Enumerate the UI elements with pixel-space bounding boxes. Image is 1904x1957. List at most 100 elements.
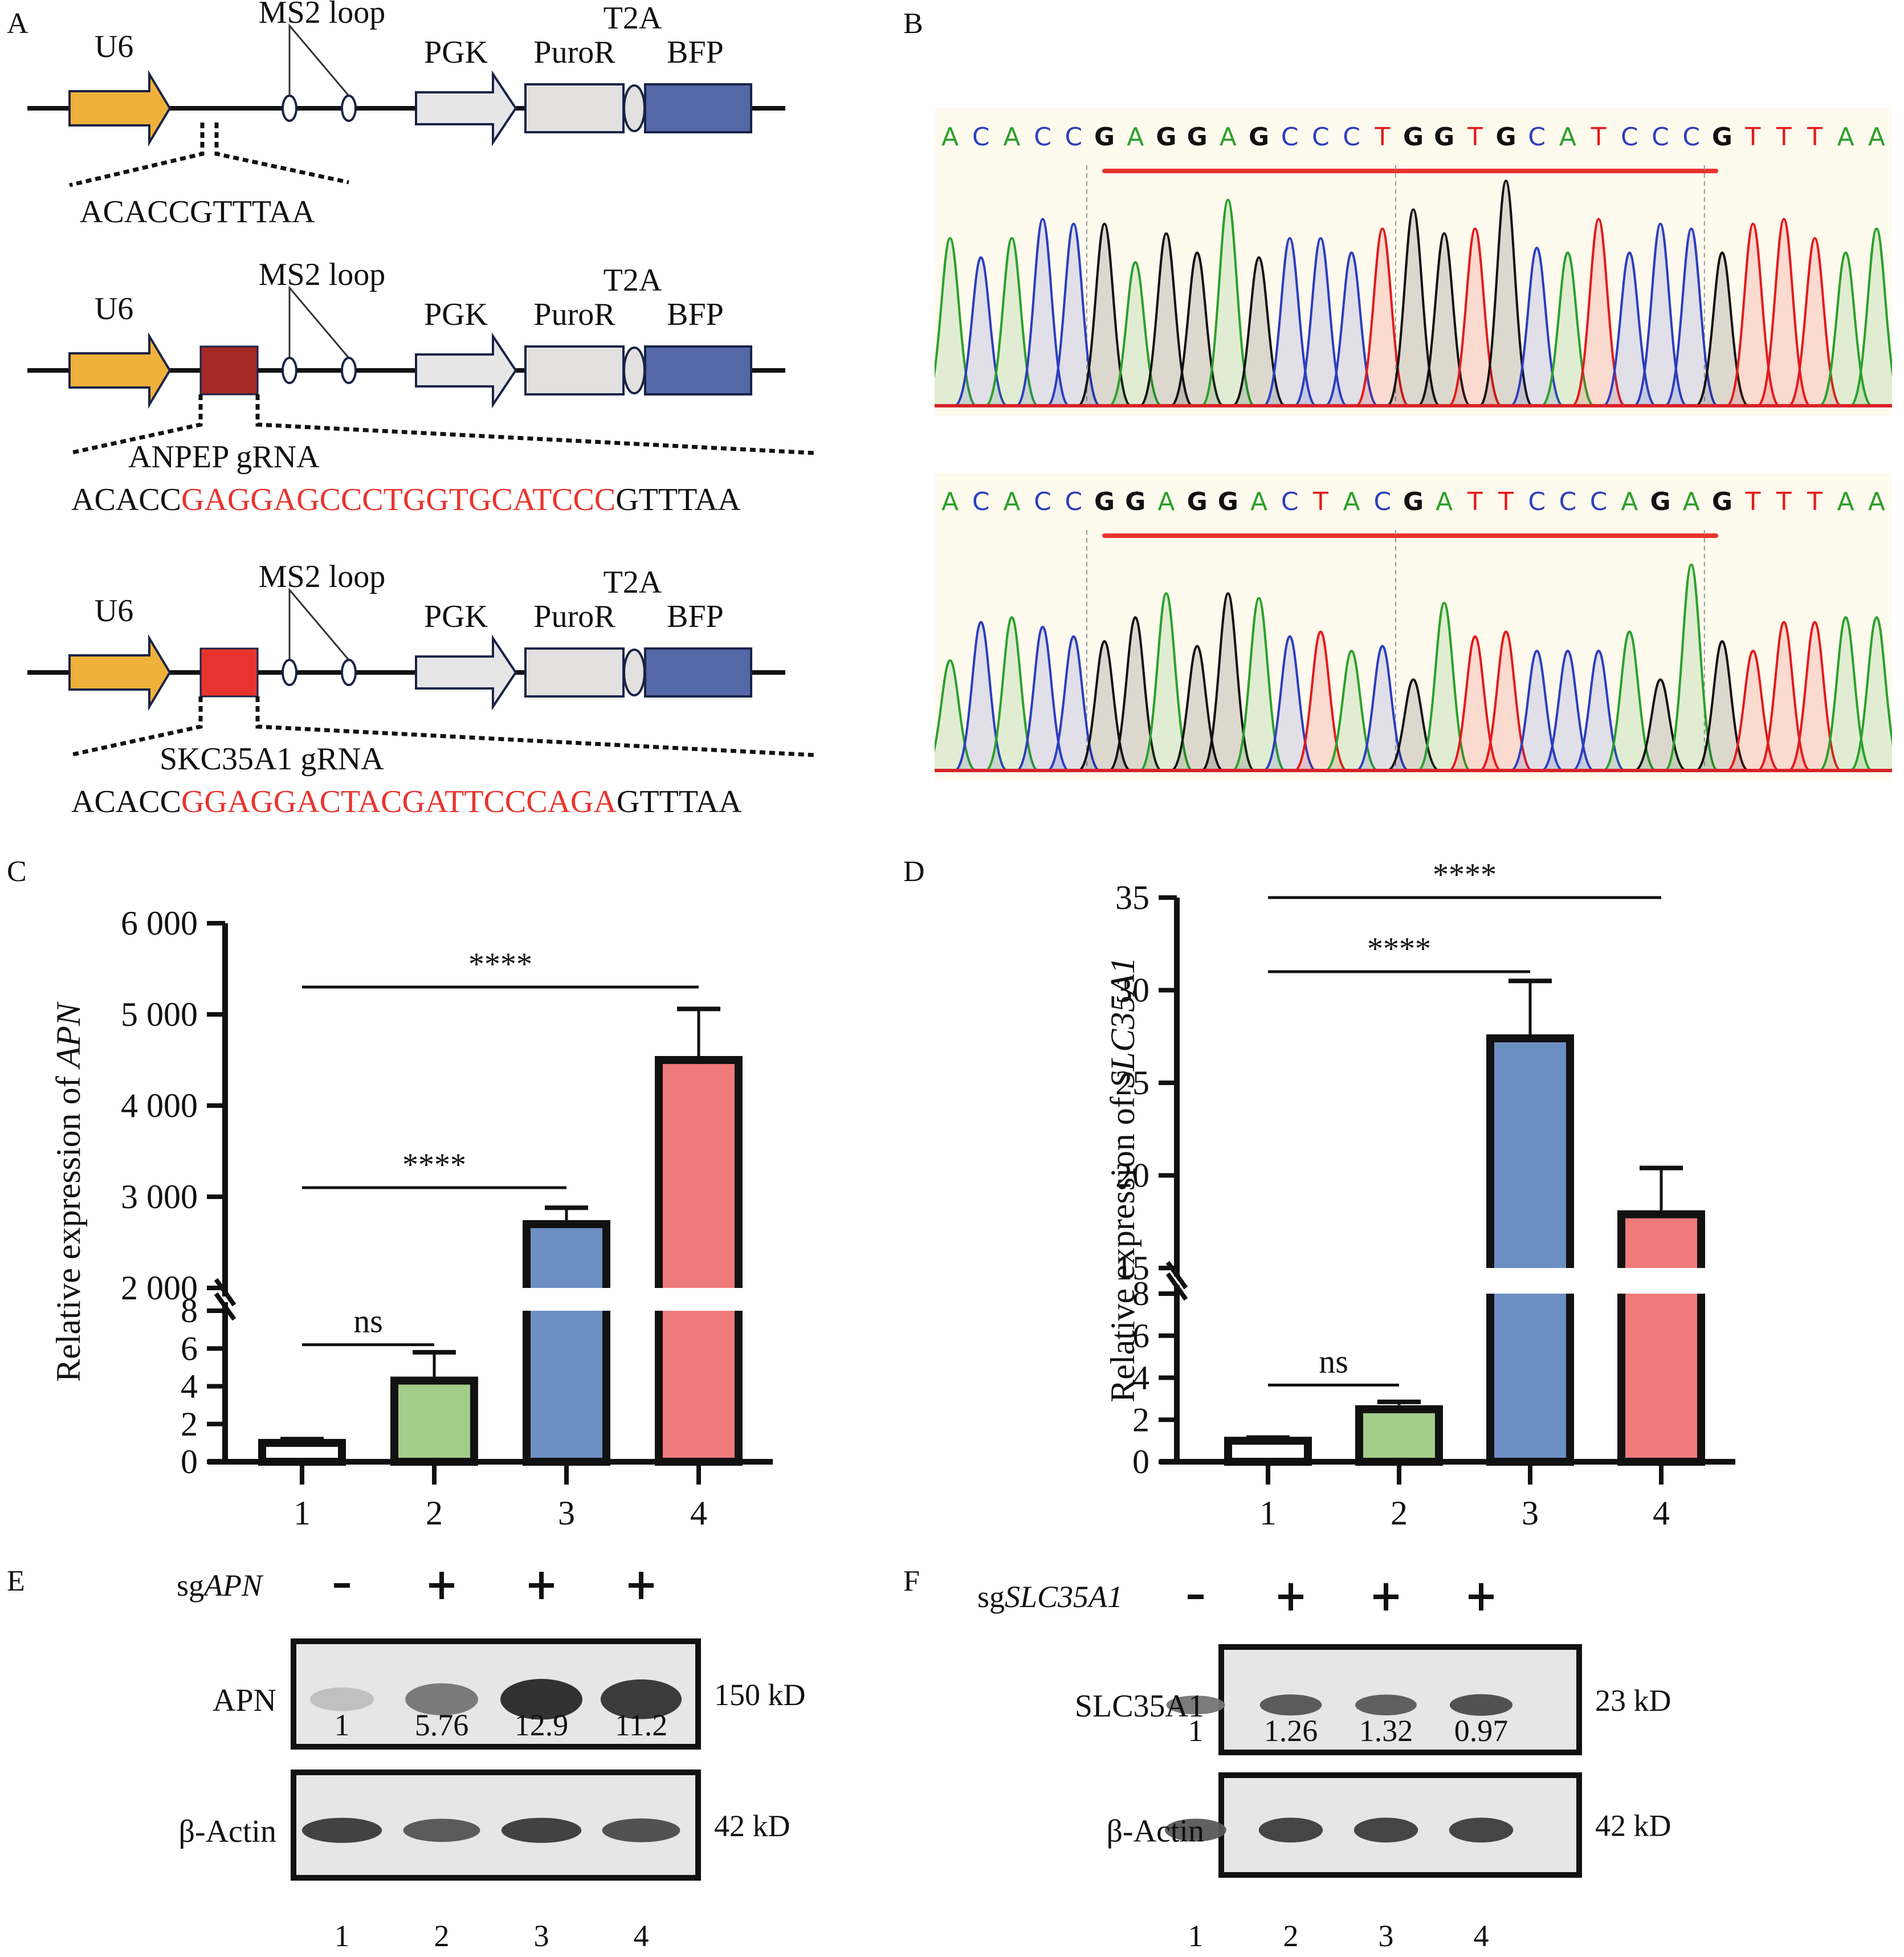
chromatogram-peak-C bbox=[1263, 635, 1317, 772]
base-call-G: G bbox=[1712, 487, 1732, 516]
base-call-C: C bbox=[1528, 123, 1546, 152]
chromatogram-background bbox=[935, 473, 1892, 781]
treatment-prefix: sg bbox=[177, 1568, 204, 1603]
base-call-A: A bbox=[1127, 123, 1144, 152]
bar-upper-segment bbox=[1621, 1214, 1701, 1268]
base-call-G: G bbox=[1712, 123, 1732, 152]
u6-label: U6 bbox=[95, 291, 133, 327]
target-band bbox=[1166, 1695, 1225, 1715]
y-tick-label: 25 bbox=[1115, 1064, 1149, 1102]
base-call-G: G bbox=[1125, 487, 1145, 516]
grna-sequence: ACACCGGAGGACTACGATTCCCAGAGTTTAA bbox=[71, 784, 742, 820]
y-tick-label: 4 bbox=[1132, 1359, 1149, 1397]
panel-e-label: E bbox=[7, 1565, 25, 1597]
grna-name-label: ANPEP gRNA bbox=[128, 439, 320, 475]
base-call-A: A bbox=[1436, 487, 1453, 516]
x-tick-label: 4 bbox=[1653, 1494, 1670, 1532]
base-call-C: C bbox=[1281, 487, 1299, 516]
zoom-dashed-right bbox=[255, 394, 816, 455]
zoom-dashed-right bbox=[214, 123, 349, 185]
base-call-A: A bbox=[1157, 487, 1175, 516]
chromatogram-peak-A bbox=[985, 237, 1039, 407]
sequence-prefix: ACACC bbox=[71, 482, 181, 517]
base-call-C: C bbox=[972, 123, 990, 152]
chromatogram-peak-A bbox=[935, 659, 977, 772]
chromatogram-peak-C bbox=[1572, 649, 1626, 772]
sequence-suffix: GTTTAA bbox=[615, 482, 741, 517]
ms2-loop-node bbox=[341, 95, 357, 122]
base-call-A: A bbox=[941, 487, 959, 516]
puror-box bbox=[524, 345, 625, 396]
bfp-box bbox=[644, 83, 752, 133]
target-band bbox=[405, 1683, 478, 1715]
base-call-G: G bbox=[1094, 487, 1115, 516]
base-call-T: T bbox=[1776, 123, 1792, 152]
control-band bbox=[1353, 1817, 1418, 1843]
target-band bbox=[1355, 1694, 1417, 1715]
significance-label: ns bbox=[353, 1303, 383, 1340]
panel-b-label: B bbox=[903, 7, 923, 40]
y-tick-label: 20 bbox=[1115, 1157, 1149, 1194]
grna-sequence: ACACCGAGGAGCCCTGGTGCATCCCGTTTAA bbox=[71, 482, 741, 517]
base-call-T: T bbox=[1807, 487, 1823, 516]
puror-label: PuroR bbox=[533, 297, 615, 332]
target-protein-label: SLC35A1 bbox=[1075, 1689, 1204, 1724]
y-tick-label: 30 bbox=[1115, 972, 1149, 1009]
bar-group-4 bbox=[1617, 1165, 1705, 1466]
chromatogram-peak-C bbox=[1510, 649, 1564, 772]
significance-label: ns bbox=[1319, 1343, 1348, 1380]
lane-number: 2 bbox=[434, 1919, 450, 1953]
base-call-C: C bbox=[1281, 123, 1299, 152]
base-call-A: A bbox=[1837, 123, 1854, 152]
bfp-label: BFP bbox=[667, 35, 724, 70]
y-axis-label-prefix: Relative expression of bbox=[1104, 1088, 1141, 1402]
bar-lower-segment bbox=[1621, 1294, 1701, 1462]
chromatogram-peak-T bbox=[1448, 227, 1502, 407]
lane-number: 1 bbox=[1188, 1919, 1204, 1953]
control-band bbox=[1449, 1817, 1514, 1843]
grna-insert-box bbox=[199, 647, 259, 698]
panel-f-label: F bbox=[903, 1565, 920, 1597]
base-call-G: G bbox=[1403, 487, 1424, 516]
chromatogram-peak-G bbox=[1695, 251, 1749, 407]
insertion-site-sequence: ACACCGTTTAA bbox=[80, 194, 315, 230]
chromatogram-peak-C bbox=[1510, 246, 1564, 407]
lane-number: 3 bbox=[534, 1919, 549, 1953]
lane-number: 1 bbox=[335, 1919, 350, 1953]
base-call-C: C bbox=[1590, 487, 1608, 516]
base-call-T: T bbox=[1374, 123, 1390, 152]
lane-number: 4 bbox=[634, 1919, 649, 1953]
significance-label: **** bbox=[468, 947, 532, 982]
chromatogram-peak-A bbox=[1324, 649, 1379, 772]
x-tick-label: 1 bbox=[293, 1494, 311, 1532]
sequence-guide: GAGGAGCCCTGGTGCATCCC bbox=[181, 482, 615, 517]
quantification-value: 1 bbox=[1188, 1714, 1204, 1748]
y-tick-label: 0 bbox=[1132, 1443, 1149, 1481]
base-call-A: A bbox=[1003, 487, 1020, 516]
bar-upper-outline bbox=[1617, 1210, 1705, 1268]
bar-upper-segment bbox=[659, 1060, 739, 1288]
base-call-C: C bbox=[1559, 487, 1577, 516]
bar bbox=[1224, 1437, 1312, 1466]
base-call-A: A bbox=[1683, 487, 1700, 516]
base-call-C: C bbox=[1652, 123, 1669, 152]
base-call-C: C bbox=[1312, 123, 1330, 152]
y-tick-label: 8 bbox=[1132, 1275, 1149, 1312]
base-call-G: G bbox=[1218, 487, 1238, 516]
sequence-prefix: ACACC bbox=[71, 784, 181, 820]
chromatogram-peak-A bbox=[1819, 251, 1873, 407]
control-band bbox=[403, 1819, 480, 1842]
base-call-C: C bbox=[1065, 487, 1083, 516]
chromatogram-peak-A bbox=[1664, 563, 1718, 772]
base-call-C: C bbox=[1682, 123, 1700, 152]
ms2-loop-label: MS2 loop bbox=[259, 559, 386, 594]
base-call-G: G bbox=[1249, 123, 1269, 152]
base-call-G: G bbox=[1094, 123, 1115, 152]
grna-insert-box bbox=[199, 345, 259, 396]
base-call-C: C bbox=[1034, 487, 1051, 516]
t2a-label: T2A bbox=[604, 263, 662, 298]
x-tick-label: 2 bbox=[426, 1494, 443, 1532]
panel-d-label: D bbox=[903, 855, 925, 888]
